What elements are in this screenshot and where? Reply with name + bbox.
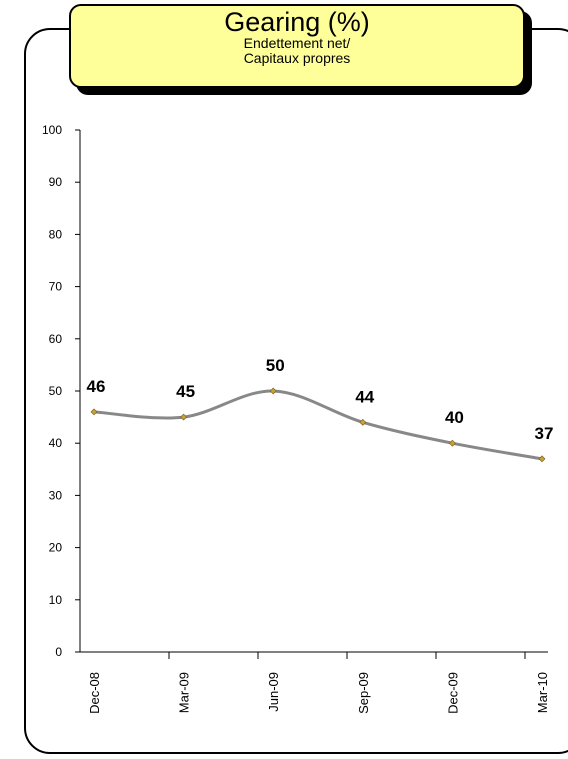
chart-subtitle-line-1: Endettement net/ — [243, 35, 351, 51]
y-tick-label: 0 — [55, 645, 62, 659]
chart-frame — [24, 28, 568, 754]
title-box: Gearing (%) Endettement net/ Capitaux pr… — [69, 4, 525, 88]
y-tick-label: 90 — [49, 175, 63, 189]
x-category-label: Dec-08 — [87, 672, 102, 714]
y-tick-label: 60 — [49, 332, 63, 346]
data-label: 46 — [87, 377, 106, 396]
x-category-label: Mar-09 — [177, 672, 192, 713]
data-label: 37 — [535, 424, 554, 443]
data-point — [180, 413, 188, 421]
data-point — [90, 408, 98, 416]
x-category-label: Sep-09 — [356, 672, 371, 714]
data-point — [359, 418, 367, 426]
series-line — [92, 389, 544, 461]
data-label: 50 — [266, 356, 285, 375]
data-label: 45 — [176, 382, 195, 401]
y-tick-label: 100 — [42, 123, 62, 137]
y-tick-label: 50 — [49, 384, 63, 398]
data-point — [448, 439, 456, 447]
data-point — [538, 455, 546, 463]
y-tick-label: 30 — [49, 488, 63, 502]
y-tick-label: 40 — [49, 436, 63, 450]
y-tick-label: 20 — [49, 541, 63, 555]
y-tick-label: 10 — [49, 593, 63, 607]
x-category-label: Jun-09 — [266, 672, 281, 712]
y-tick-label: 80 — [49, 227, 63, 241]
x-category-label: Mar-10 — [535, 672, 550, 713]
x-category-label: Dec-09 — [445, 672, 460, 714]
data-label: 44 — [355, 387, 374, 406]
data-label: 40 — [445, 408, 464, 427]
chart-title: Gearing (%) — [224, 7, 370, 37]
y-tick-label: 70 — [49, 280, 63, 294]
chart-subtitle-line-2: Capitaux propres — [243, 50, 351, 66]
data-point — [269, 387, 277, 395]
